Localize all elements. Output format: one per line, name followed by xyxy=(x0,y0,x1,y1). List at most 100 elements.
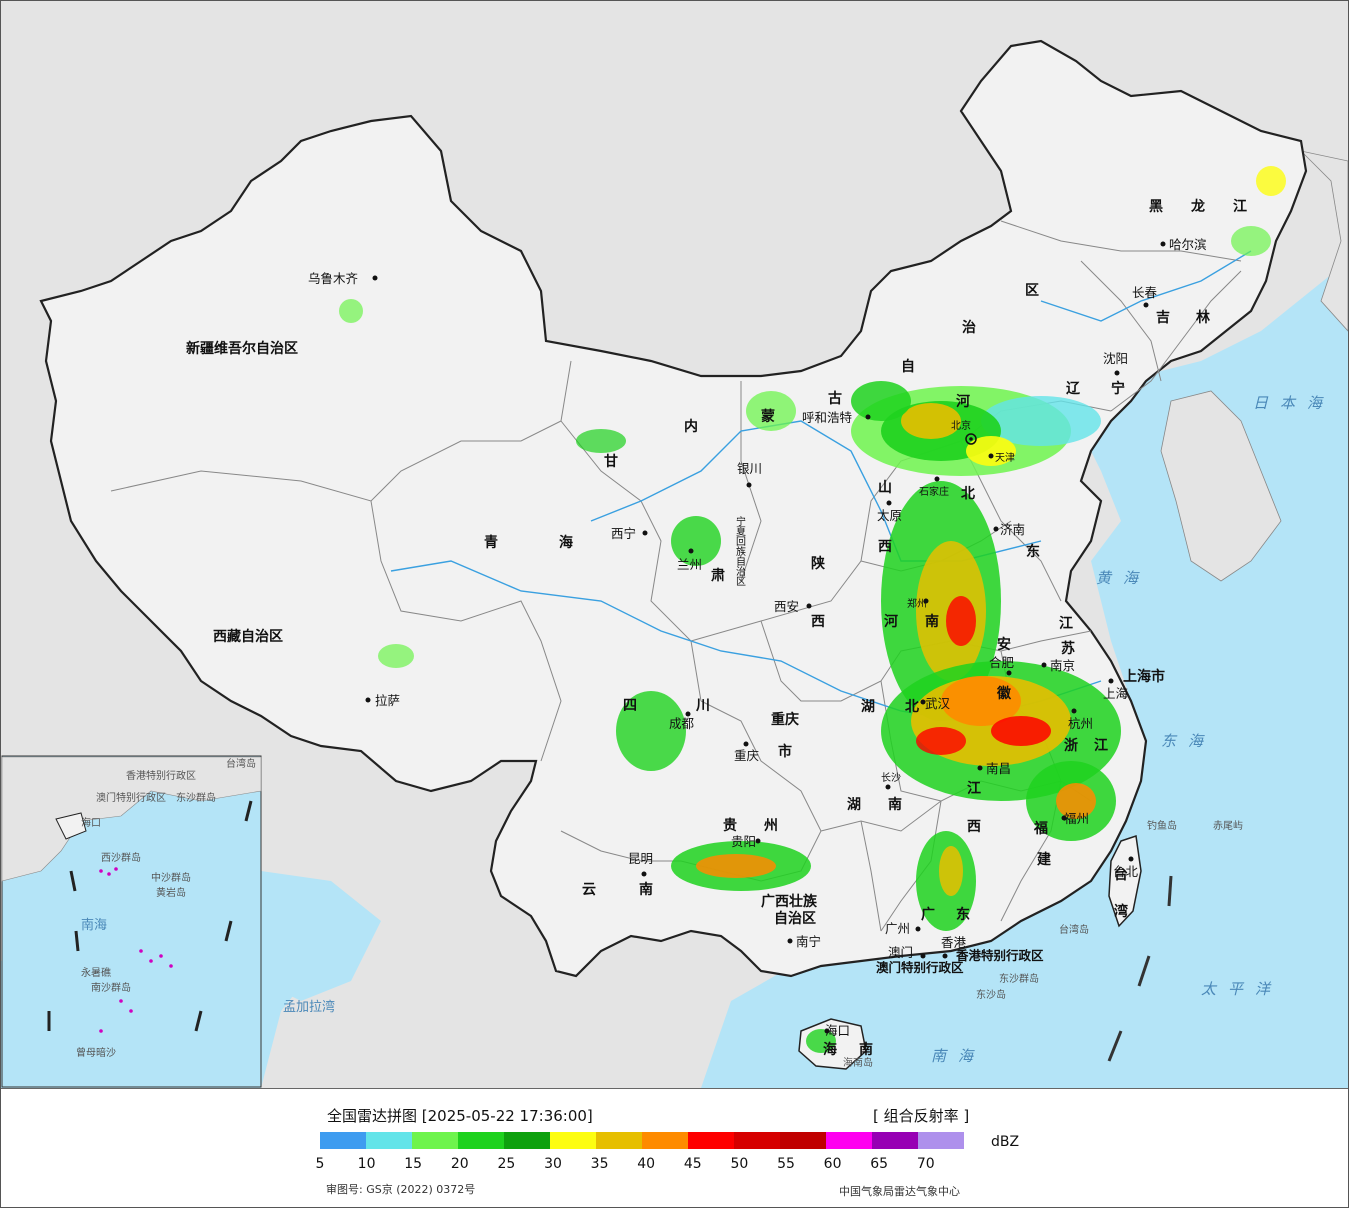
label-ji: 吉 xyxy=(1156,309,1170,326)
city-hefei: 合肥 xyxy=(989,655,1015,670)
legend-tick: 25 xyxy=(497,1156,516,1172)
label-dongsha-islands: 东沙群岛 xyxy=(999,972,1039,985)
label-fu: 福 xyxy=(1033,820,1048,837)
approval-number: 审图号: GS京 (2022) 0372号 xyxy=(326,1183,476,1196)
label-zhe: 浙 xyxy=(1064,737,1078,754)
color-swatch xyxy=(320,1132,366,1149)
label-zhou-gz: 州 xyxy=(763,818,778,834)
city-yinchuan: 银川 xyxy=(737,461,762,476)
city-nanjing: 南京 xyxy=(1050,658,1075,673)
label-si: 四 xyxy=(623,698,637,714)
legend-tick: 70 xyxy=(916,1156,935,1172)
label-hai: 海 xyxy=(559,534,573,551)
color-swatch xyxy=(734,1132,780,1149)
city-jinan: 济南 xyxy=(1000,522,1025,537)
label-ningxia: 宁夏回族自治区 xyxy=(734,515,746,586)
label-ning-ln: 宁 xyxy=(1111,380,1125,397)
label-long: 龙 xyxy=(1190,198,1205,215)
label-xizang: 西藏自治区 xyxy=(213,628,283,645)
label-qu: 区 xyxy=(1025,283,1039,299)
city-lanzhou: 兰州 xyxy=(677,557,702,572)
inset-xisha: 西沙群岛 xyxy=(101,851,141,864)
russia-coast xyxy=(1299,150,1348,332)
city-taiyuan: 太原 xyxy=(877,508,902,523)
label-jiang-zj: 江 xyxy=(1094,737,1108,754)
label-hai-hn: 海 xyxy=(823,1041,837,1058)
color-swatch xyxy=(918,1132,964,1149)
color-swatch xyxy=(596,1132,642,1149)
legend-tick: 35 xyxy=(590,1156,609,1172)
city-lhasa: 拉萨 xyxy=(375,693,400,708)
label-pacific: 太平洋 xyxy=(1201,980,1282,998)
city-kunming: 昆明 xyxy=(628,851,653,866)
label-xinjiang: 新疆维吾尔自治区 xyxy=(186,340,298,357)
city-changsha: 长沙 xyxy=(881,772,901,784)
city-shenyang: 沈阳 xyxy=(1103,351,1128,366)
inset-macao: 澳门特别行政区 xyxy=(96,791,166,804)
city-shanghai: 上海 xyxy=(1103,686,1129,701)
label-hk-sar: 香港特别行政区 xyxy=(955,948,1044,963)
color-swatch xyxy=(642,1132,688,1149)
region-labels: 香港特别行政区 澳门特别行政区 东沙群岛 东沙岛 台湾岛 海南岛 钓鱼岛 赤尾屿 xyxy=(843,819,1243,1069)
label-bei-hb: 北 xyxy=(905,699,919,715)
inset-nansha: 南沙群岛 xyxy=(91,981,131,994)
label-dongsha-island: 东沙岛 xyxy=(976,988,1006,1001)
legend-tick: 65 xyxy=(870,1156,889,1172)
inset-huangyan: 黄岩岛 xyxy=(156,886,186,899)
label-chongqing: 重庆 xyxy=(771,711,799,728)
legend-tick: 45 xyxy=(683,1156,702,1172)
legend-tick: 60 xyxy=(823,1156,842,1172)
color-swatch xyxy=(550,1132,596,1149)
color-swatch xyxy=(504,1132,550,1149)
inset-haikou: 海口 xyxy=(81,816,101,829)
china-radar-map: 新疆维吾尔自治区 西藏自治区 青 海 甘 肃 内 蒙 古 自 治 区 黑 龙 江… xyxy=(1,1,1348,1088)
sea-labels: 日本海 黄海 东海 太平洋 南海 孟加拉湾 xyxy=(283,394,1322,1065)
legend-tick: 5 xyxy=(315,1156,325,1172)
legend-tick: 15 xyxy=(404,1156,423,1172)
city-guangzhou: 广州 xyxy=(885,921,910,936)
label-su: 肃 xyxy=(711,567,725,584)
city-zhengzhou: 郑州 xyxy=(907,597,927,610)
city-fuzhou: 福州 xyxy=(1064,811,1089,826)
label-nan-hainan: 南 xyxy=(859,1041,873,1058)
label-hu-hn: 湖 xyxy=(847,797,861,813)
label-shan: 山 xyxy=(878,480,892,496)
city-chongqing: 重庆 xyxy=(734,748,760,763)
label-bengal: 孟加拉湾 xyxy=(283,999,335,1015)
label-an: 安 xyxy=(997,636,1011,653)
label-tai: 台 xyxy=(1114,866,1128,883)
label-su-js: 苏 xyxy=(1061,640,1075,657)
nine-dash-line xyxy=(1107,875,1173,1062)
scs-inset: 南海 南沙群岛 中沙群岛 西沙群岛 东沙群岛 海口 黄岩岛 永暑礁 曾母暗沙 香… xyxy=(1,755,262,1088)
color-swatch xyxy=(458,1132,504,1149)
radar-echoes xyxy=(339,166,1286,1053)
city-hangzhou: 杭州 xyxy=(1068,716,1093,731)
label-chuan: 川 xyxy=(695,698,710,714)
label-dong-gd: 东 xyxy=(956,906,970,923)
inset-zhongsha: 中沙群岛 xyxy=(151,871,191,884)
label-dong-sd: 东 xyxy=(1026,543,1040,560)
color-swatch xyxy=(688,1132,734,1149)
label-jian: 建 xyxy=(1037,851,1051,868)
color-swatch xyxy=(412,1132,458,1149)
city-harbin: 哈尔滨 xyxy=(1169,237,1207,252)
label-jiang-js: 江 xyxy=(1059,615,1073,632)
label-jiang-jx: 江 xyxy=(967,780,981,797)
inset-zengmu: 曾母暗沙 xyxy=(76,1046,116,1059)
beijing-marker xyxy=(965,433,977,445)
label-shi-cq: 市 xyxy=(778,743,792,760)
city-tianjin: 天津 xyxy=(995,452,1015,464)
label-nan-henan: 南 xyxy=(925,613,939,630)
inset-dongsha: 东沙群岛 xyxy=(176,791,216,804)
data-source: 中国气象局雷达气象中心 xyxy=(839,1185,960,1198)
inset-hk: 香港特别行政区 xyxy=(126,769,196,782)
label-diaoyu: 钓鱼岛 xyxy=(1147,819,1177,832)
label-gan: 甘 xyxy=(604,453,618,470)
city-wuhan: 武汉 xyxy=(925,696,951,711)
inset-islands xyxy=(99,867,173,1033)
label-gui: 贵 xyxy=(723,817,737,834)
label-south-sea: 南海 xyxy=(931,1047,985,1065)
label-wan: 湾 xyxy=(1114,903,1128,920)
label-meng: 蒙 xyxy=(761,408,775,425)
city-nanchang: 南昌 xyxy=(986,761,1011,776)
